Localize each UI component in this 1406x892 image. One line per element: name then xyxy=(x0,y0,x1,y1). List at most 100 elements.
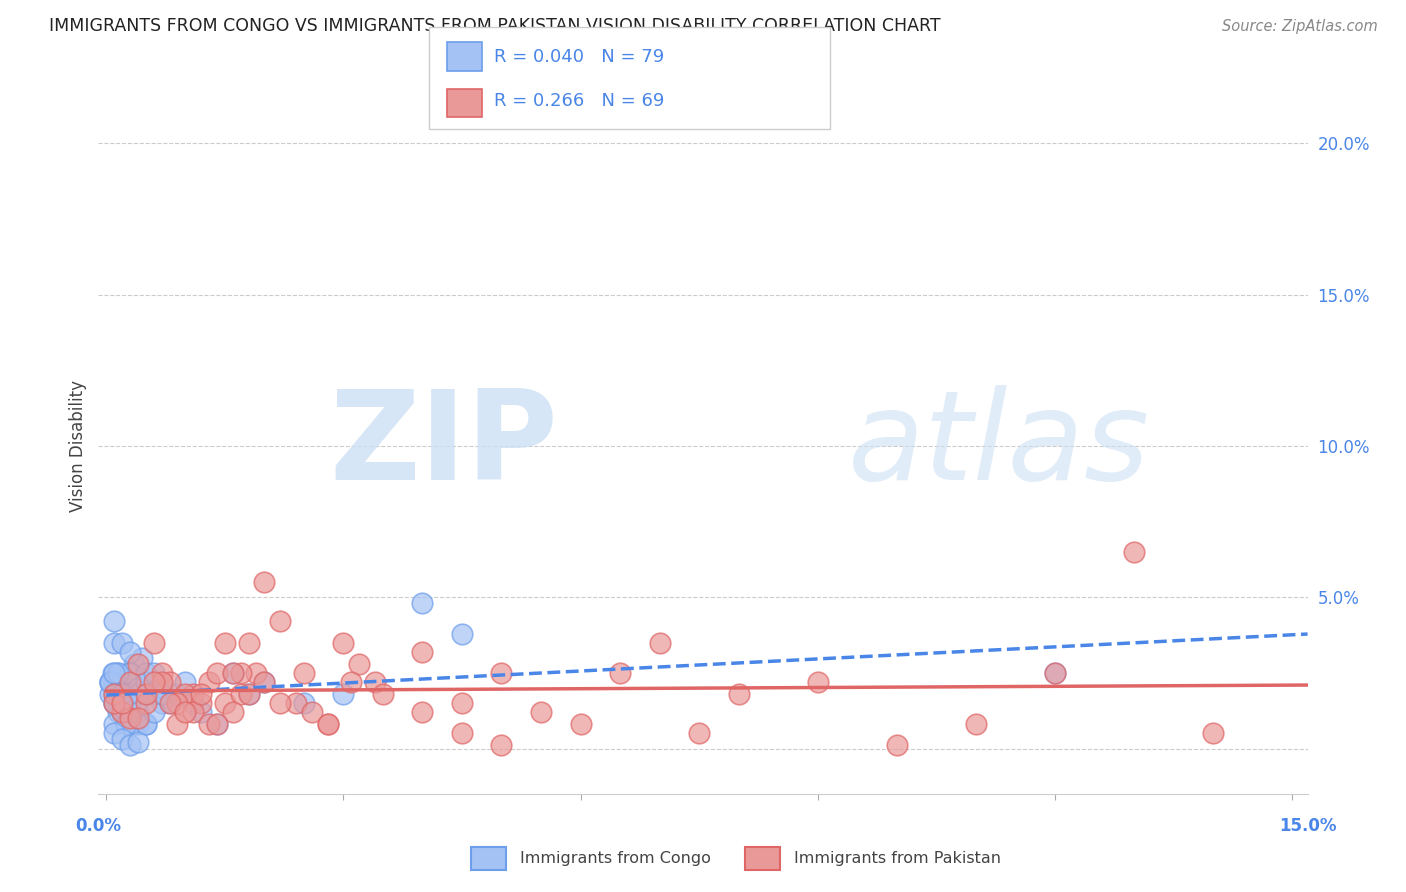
Point xyxy=(451,626,474,640)
Point xyxy=(347,657,370,671)
Point xyxy=(229,687,252,701)
Point xyxy=(103,665,125,680)
Point xyxy=(111,687,134,701)
Point xyxy=(205,717,228,731)
Point xyxy=(253,575,276,590)
Point xyxy=(118,711,141,725)
Point xyxy=(451,726,474,740)
Point xyxy=(181,696,204,710)
Point xyxy=(111,696,134,710)
Point xyxy=(150,675,173,690)
Point xyxy=(127,681,149,695)
Point xyxy=(101,665,124,680)
Point xyxy=(103,687,125,701)
Point xyxy=(222,665,245,680)
Point xyxy=(150,665,173,680)
Point xyxy=(127,735,149,749)
Point xyxy=(530,705,553,719)
Point xyxy=(886,739,908,753)
Point xyxy=(135,675,157,690)
Point xyxy=(127,687,149,701)
Point xyxy=(1122,545,1144,559)
Point xyxy=(332,687,354,701)
Point xyxy=(142,665,165,680)
Point xyxy=(451,696,474,710)
Point xyxy=(174,687,197,701)
Point xyxy=(115,705,138,719)
Point xyxy=(1043,665,1066,680)
Point xyxy=(609,665,631,680)
Point xyxy=(491,665,513,680)
Point xyxy=(238,687,260,701)
Point xyxy=(118,705,141,719)
Point xyxy=(111,635,134,649)
Point xyxy=(1202,726,1225,740)
Point xyxy=(411,645,433,659)
Point xyxy=(118,696,141,710)
Point xyxy=(150,681,173,695)
Point xyxy=(205,665,228,680)
Point xyxy=(181,687,204,701)
Point xyxy=(103,717,125,731)
Point xyxy=(316,717,339,731)
Point xyxy=(127,657,149,671)
Point xyxy=(159,696,181,710)
Point xyxy=(98,675,121,690)
Point xyxy=(103,726,125,740)
Point xyxy=(166,696,188,710)
Point xyxy=(111,705,134,719)
Point xyxy=(135,717,157,731)
Point xyxy=(253,675,276,690)
Point xyxy=(332,635,354,649)
Text: Immigrants from Pakistan: Immigrants from Pakistan xyxy=(794,851,1001,865)
Point xyxy=(214,635,236,649)
Point xyxy=(807,675,830,690)
Point xyxy=(111,675,134,690)
Text: R = 0.266   N = 69: R = 0.266 N = 69 xyxy=(494,93,664,111)
Point xyxy=(142,635,165,649)
Point xyxy=(127,681,149,695)
Point xyxy=(301,705,323,719)
Point xyxy=(127,717,149,731)
Text: IMMIGRANTS FROM CONGO VS IMMIGRANTS FROM PAKISTAN VISION DISABILITY CORRELATION : IMMIGRANTS FROM CONGO VS IMMIGRANTS FROM… xyxy=(49,17,941,35)
Point xyxy=(198,675,221,690)
Point xyxy=(411,705,433,719)
Point xyxy=(181,705,204,719)
Point xyxy=(205,717,228,731)
Point xyxy=(222,665,245,680)
Point xyxy=(727,687,749,701)
Point xyxy=(127,705,149,719)
Point xyxy=(103,696,125,710)
Point xyxy=(103,687,125,701)
Point xyxy=(316,717,339,731)
Point xyxy=(107,687,129,701)
Point xyxy=(118,665,141,680)
Point xyxy=(229,665,252,680)
Point xyxy=(115,687,138,701)
Point xyxy=(371,687,394,701)
Point xyxy=(111,705,134,719)
Point xyxy=(166,717,188,731)
Point xyxy=(190,696,212,710)
Y-axis label: Vision Disability: Vision Disability xyxy=(69,380,87,512)
Point xyxy=(111,696,134,710)
Point xyxy=(135,665,157,680)
Point xyxy=(166,687,188,701)
Point xyxy=(118,665,141,680)
Point xyxy=(98,675,121,690)
Point xyxy=(292,665,315,680)
Point xyxy=(190,687,212,701)
Point xyxy=(292,696,315,710)
Text: Source: ZipAtlas.com: Source: ZipAtlas.com xyxy=(1222,20,1378,34)
Point xyxy=(150,687,173,701)
Text: atlas: atlas xyxy=(848,385,1150,507)
Point xyxy=(103,615,125,629)
Point xyxy=(222,705,245,719)
Point xyxy=(98,687,121,701)
Point xyxy=(127,711,149,725)
Point xyxy=(98,675,121,690)
Point xyxy=(135,687,157,701)
Text: R = 0.040   N = 79: R = 0.040 N = 79 xyxy=(494,48,664,66)
Text: 0.0%: 0.0% xyxy=(76,817,121,835)
Point xyxy=(1043,665,1066,680)
